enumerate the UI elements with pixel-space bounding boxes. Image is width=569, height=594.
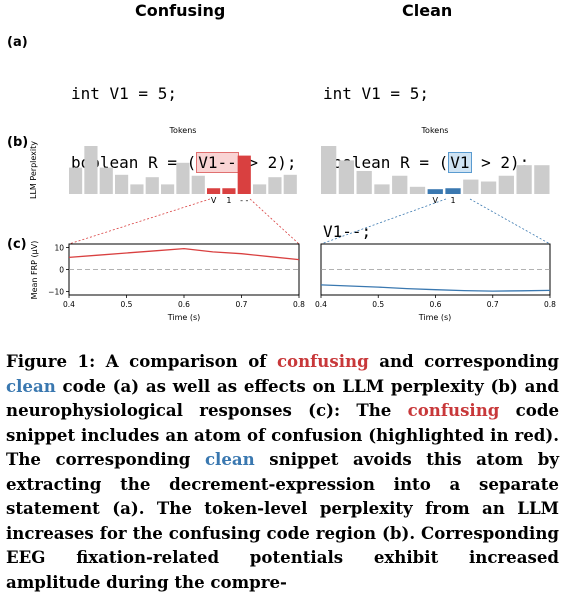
x-tick-label: 0.7 [236, 300, 248, 309]
bar [321, 146, 337, 194]
token-label: V [433, 196, 439, 205]
bar [516, 165, 532, 194]
clean-highlight: V1 [448, 152, 472, 173]
bar [498, 175, 514, 194]
bar [253, 184, 267, 194]
caption-text: Figure 1: A comparison of [6, 351, 277, 371]
x-tick-label: 0.6 [178, 300, 190, 309]
bar-highlighted [237, 155, 251, 194]
token-label: 1 [450, 196, 455, 205]
code-text: > 2); [238, 153, 297, 172]
code-line: int V1 = 5; [323, 84, 429, 103]
bar-highlighted [207, 188, 221, 194]
x-tick-label: 0.8 [544, 300, 556, 309]
bar [161, 184, 175, 194]
frp-ylabel: Mean FRP (µV) [30, 241, 39, 300]
zoom-line [68, 198, 211, 245]
perplexity-bars-confusing [69, 146, 297, 194]
y-tick-label: −10 [48, 288, 64, 297]
caption-confusing-word: confusing [276, 351, 369, 371]
bar [84, 146, 98, 194]
panel-label-b: (b) [7, 135, 29, 150]
bar [338, 160, 355, 194]
x-tick-label: 0.7 [487, 300, 499, 309]
x-tick-label: 0.5 [372, 300, 384, 309]
frp-xlabel-right: Time (s) [418, 313, 452, 322]
bar [99, 167, 113, 194]
bar [268, 177, 282, 194]
zoom-line [469, 198, 551, 245]
confusion-atom-highlight: V1-- [196, 152, 239, 173]
bar [176, 162, 190, 194]
token-label: 1 [226, 196, 231, 205]
zoom-line [320, 198, 447, 245]
caption-confusing-word: confusing [407, 400, 500, 420]
frp-line [320, 284, 551, 292]
perplexity-ylabel: LLM Perplexity [29, 141, 38, 199]
y-tick-label: 0 [59, 266, 64, 275]
bar [374, 184, 390, 194]
frp-plot-clean [320, 269, 551, 292]
bar [409, 186, 426, 194]
frp-plot-confusing [68, 247, 300, 270]
tokens-label-left: Tokens [169, 126, 197, 135]
x-tick-label: 0.6 [430, 300, 442, 309]
confusing-column-title: Confusing [135, 1, 226, 20]
frp-xlabel-left: Time (s) [167, 313, 201, 322]
bar-highlighted [222, 188, 236, 194]
bar-highlighted [445, 188, 461, 194]
caption-text: code (a) as well as effects on LLM perpl… [6, 375, 559, 421]
bar [145, 177, 159, 194]
panel-label-c: (c) [7, 237, 27, 252]
caption-clean-word: clean [204, 449, 255, 469]
caption-text: snippet avoids this atom by extracting t… [6, 449, 560, 592]
bar [534, 165, 550, 194]
bar [69, 167, 83, 194]
caption-text: and corresponding [368, 351, 559, 371]
token-label: V [211, 196, 217, 205]
bar [191, 175, 205, 194]
bar [392, 175, 408, 194]
x-tick-label: 0.5 [121, 300, 133, 309]
perplexity-bars-clean [321, 146, 550, 194]
token-label: - - [240, 196, 248, 205]
y-tick-label: 10 [54, 244, 64, 253]
caption-text: code snippet includes an atom of confusi… [6, 400, 560, 469]
bar [480, 181, 497, 194]
bar [283, 174, 297, 194]
tokens-label-right: Tokens [421, 126, 449, 135]
x-tick-label: 0.4 [315, 300, 327, 309]
bar [356, 170, 372, 194]
x-tick-label: 0.4 [63, 300, 75, 309]
zoom-line [249, 198, 300, 245]
figure-caption: Figure 1: A comparison of confusing and … [6, 349, 559, 594]
x-tick-label: 0.8 [293, 300, 305, 309]
bar [115, 174, 129, 194]
clean-column-title: Clean [402, 1, 453, 20]
bar [130, 184, 144, 194]
frp-ticks: 10 0 −10 0.4 0.5 0.6 0.7 0.8 0.4 0.5 0.6 0.7 0.8 [48, 244, 556, 310]
code-line: V1--; [323, 222, 372, 241]
bar-highlighted [427, 189, 443, 194]
bar [463, 179, 479, 194]
frp-line [68, 247, 300, 261]
panel-label-a: (a) [7, 35, 28, 50]
caption-clean-word: clean [6, 375, 56, 396]
code-line: int V1 = 5; [71, 84, 177, 103]
